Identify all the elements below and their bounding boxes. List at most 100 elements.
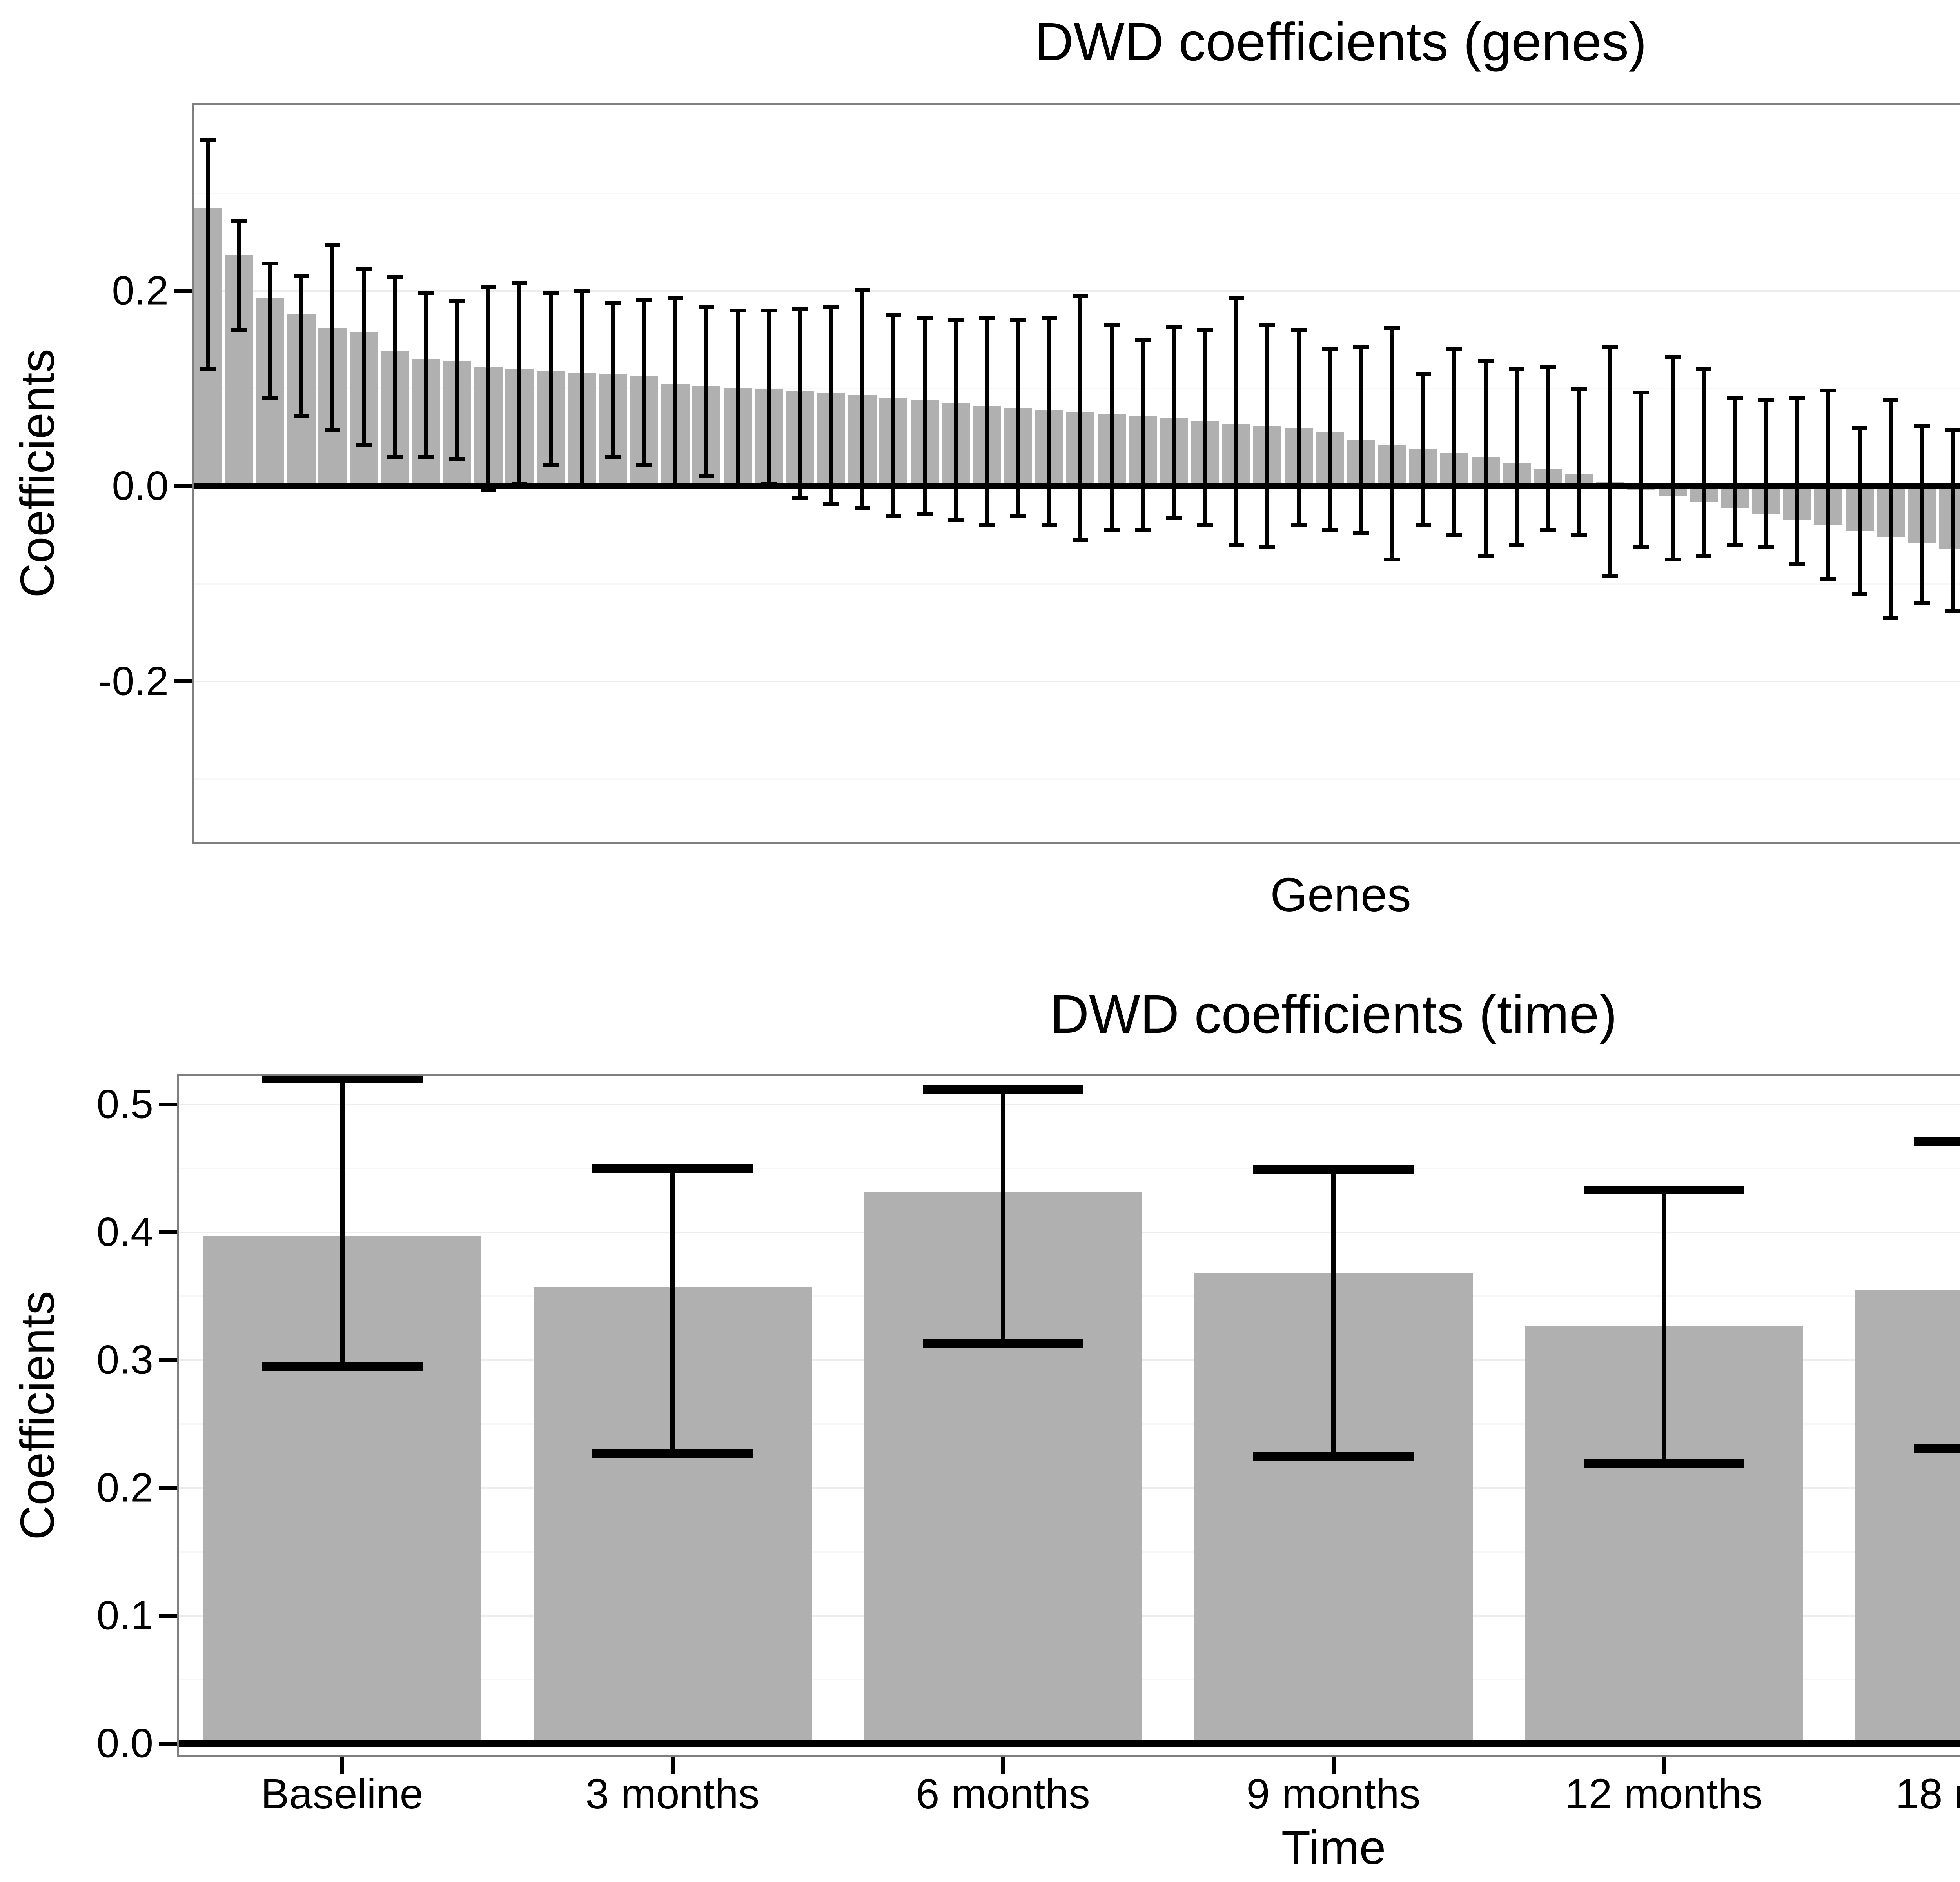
genes-chart-title: DWD coefficients (genes) <box>1034 12 1647 72</box>
error-bar-cap-top <box>1602 345 1618 350</box>
error-bar-cap-top <box>886 313 901 318</box>
error-bar-line <box>1078 296 1082 540</box>
error-bar-cap-top <box>667 296 683 300</box>
time-x-axis-label: Time <box>1281 1821 1386 1874</box>
error-bar-cap-top <box>1945 427 1960 432</box>
error-bar-cap-bottom <box>1477 554 1494 559</box>
error-bar-cap-top <box>761 308 777 312</box>
error-bar-line <box>1889 400 1893 618</box>
error-bar-line <box>206 140 210 369</box>
error-bar-cap-bottom <box>854 505 870 510</box>
error-bar-line <box>393 277 397 457</box>
error-bar-cap-top <box>1540 365 1556 369</box>
error-bar-cap-top <box>1789 396 1805 400</box>
error-bar-line <box>1702 369 1706 557</box>
error-bar-cap-bottom <box>1041 523 1057 527</box>
error-bar-cap-top <box>262 262 278 266</box>
gridline-minor <box>194 193 1960 194</box>
error-bar-cap-bottom <box>979 523 995 527</box>
error-bar-line <box>735 310 740 486</box>
error-bar-cap-bottom <box>1228 543 1244 547</box>
error-bar-cap-top <box>1664 355 1681 360</box>
error-bar-cap-top <box>792 307 808 312</box>
error-bar-cap-top <box>480 285 496 289</box>
error-bar-line <box>237 220 241 330</box>
error-bar-line <box>330 245 334 430</box>
error-bar-cap-bottom <box>1166 516 1182 521</box>
error-bar-cap-bottom <box>699 474 714 479</box>
error-bar-line <box>1016 320 1020 516</box>
gridline-minor <box>194 583 1960 585</box>
error-bar-line <box>1951 429 1955 611</box>
y-tick-mark <box>174 679 192 683</box>
error-bar-cap-top <box>1477 359 1494 363</box>
error-bar-cap-bottom <box>1820 577 1836 581</box>
y-tick-label: 0.1 <box>96 1593 153 1639</box>
gridline-minor <box>179 1168 1960 1169</box>
error-bar-cap-bottom <box>1073 538 1088 542</box>
error-bar-line <box>548 292 553 465</box>
error-bar-cap-bottom <box>1883 616 1898 620</box>
error-bar-cap-bottom <box>1914 601 1930 605</box>
error-bar-cap-top <box>1322 347 1338 352</box>
error-bar-cap-bottom <box>325 427 340 432</box>
error-bar-line <box>1857 427 1862 594</box>
y-tick-label: 0.0 <box>112 463 169 509</box>
error-bar-cap-top <box>916 316 933 320</box>
error-bar-line <box>339 1079 345 1367</box>
error-bar-line <box>1795 398 1799 565</box>
bar <box>1855 1290 1960 1744</box>
error-bar-cap-top <box>1696 367 1711 371</box>
error-bar-line <box>1000 1089 1005 1344</box>
y-tick-mark <box>159 1742 177 1746</box>
error-bar-cap-top <box>1914 423 1930 428</box>
y-tick-label: 0.0 <box>96 1720 153 1766</box>
error-bar-cap-bottom <box>1571 533 1587 537</box>
error-bar-cap-bottom <box>1914 1444 1960 1453</box>
error-bar-cap-bottom <box>356 443 372 447</box>
time-y-axis-label: Coefficients <box>11 1291 64 1540</box>
x-category-label: Baseline <box>261 1770 423 1817</box>
error-bar-line <box>1390 328 1394 560</box>
gridline-major <box>194 681 1960 682</box>
error-bar-cap-top <box>1197 328 1213 332</box>
error-bar-cap-top <box>1010 318 1026 322</box>
error-bar-cap-bottom <box>231 328 247 332</box>
y-tick-label: 0.3 <box>96 1337 153 1383</box>
y-tick-mark <box>159 1614 177 1618</box>
error-bar-cap-top <box>449 298 465 303</box>
error-bar-cap-bottom <box>1758 545 1774 549</box>
error-bar-cap-top <box>200 138 216 142</box>
error-bar-cap-top <box>1914 1137 1960 1146</box>
x-tick-mark <box>1331 1757 1336 1774</box>
error-bar-cap-bottom <box>1010 513 1026 518</box>
error-bar-cap-top <box>1883 398 1898 402</box>
error-bar-line <box>611 302 615 457</box>
error-bar-cap-bottom <box>1290 523 1307 527</box>
error-bar-line <box>1141 340 1145 530</box>
error-bar-cap-top <box>1384 326 1400 330</box>
error-bar-line <box>299 276 303 416</box>
error-bar-cap-bottom <box>1197 523 1213 527</box>
y-tick-label: 0.5 <box>96 1081 153 1127</box>
error-bar-line <box>922 318 927 514</box>
error-bar-cap-bottom <box>948 518 964 523</box>
error-bar-cap-bottom <box>1583 1459 1744 1468</box>
error-bar-line <box>1265 325 1269 547</box>
error-bar-line <box>829 307 833 504</box>
error-bar-line <box>1764 400 1768 547</box>
error-bar-line <box>1670 357 1675 560</box>
y-tick-label: 0.2 <box>96 1465 153 1511</box>
error-bar-line <box>1639 392 1643 547</box>
error-bar-cap-top <box>854 288 870 292</box>
error-bar-cap-bottom <box>293 414 309 418</box>
error-bar-line <box>1733 398 1737 545</box>
error-bar-cap-top <box>1073 294 1088 298</box>
error-bar-cap-bottom <box>262 396 278 400</box>
error-bar-line <box>1421 374 1425 525</box>
error-bar-cap-bottom <box>1259 545 1275 549</box>
error-bar-cap-bottom <box>1253 1451 1414 1461</box>
error-bar-cap-top <box>1228 296 1244 300</box>
y-tick-label: 0.2 <box>112 268 169 314</box>
